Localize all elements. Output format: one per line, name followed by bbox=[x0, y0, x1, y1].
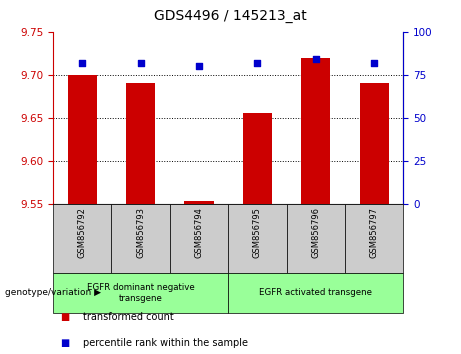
Text: EGFR dominant negative
transgene: EGFR dominant negative transgene bbox=[87, 283, 195, 303]
Text: EGFR activated transgene: EGFR activated transgene bbox=[259, 289, 372, 297]
Bar bbox=[360, 84, 389, 204]
Point bbox=[371, 60, 378, 65]
Text: ■: ■ bbox=[60, 338, 69, 348]
Text: GSM856793: GSM856793 bbox=[136, 207, 145, 258]
Text: percentile rank within the sample: percentile rank within the sample bbox=[83, 338, 248, 348]
Bar bbox=[228, 204, 287, 273]
Point bbox=[137, 60, 144, 65]
Bar bbox=[126, 84, 155, 204]
Point bbox=[195, 63, 203, 69]
Text: GSM856794: GSM856794 bbox=[195, 207, 203, 258]
Text: transformed count: transformed count bbox=[83, 312, 174, 322]
Bar bbox=[53, 273, 228, 313]
Bar bbox=[345, 204, 403, 273]
Bar bbox=[170, 204, 228, 273]
Bar bbox=[68, 75, 97, 204]
Bar bbox=[287, 204, 345, 273]
Text: genotype/variation ▶: genotype/variation ▶ bbox=[5, 289, 100, 297]
Bar bbox=[184, 201, 213, 204]
Bar bbox=[301, 58, 331, 204]
Bar bbox=[53, 204, 112, 273]
Text: ■: ■ bbox=[60, 312, 69, 322]
Text: GSM856795: GSM856795 bbox=[253, 207, 262, 258]
Text: GSM856792: GSM856792 bbox=[78, 207, 87, 258]
Text: GSM856796: GSM856796 bbox=[311, 207, 320, 258]
Point bbox=[78, 60, 86, 65]
Point bbox=[312, 57, 319, 62]
Bar bbox=[112, 204, 170, 273]
Text: GSM856797: GSM856797 bbox=[370, 207, 378, 258]
Bar bbox=[228, 273, 403, 313]
Point bbox=[254, 60, 261, 65]
Text: GDS4496 / 145213_at: GDS4496 / 145213_at bbox=[154, 9, 307, 23]
Bar bbox=[243, 113, 272, 204]
